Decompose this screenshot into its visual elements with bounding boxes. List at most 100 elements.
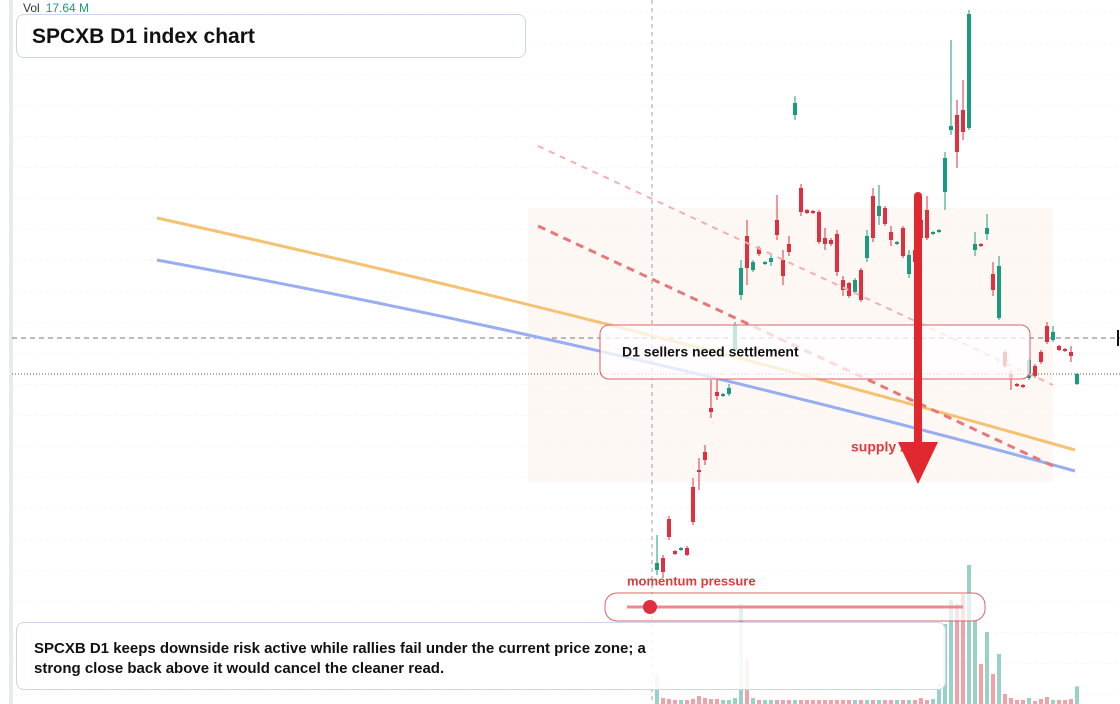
volume-bar <box>949 600 953 704</box>
candle-body <box>871 196 875 238</box>
candle-body <box>697 470 701 472</box>
candle-body <box>721 394 725 396</box>
volume-bar <box>697 696 701 704</box>
candle-body <box>925 210 929 238</box>
zone-label: D1 sellers need settlement <box>622 344 799 360</box>
volume-bar <box>1039 699 1043 704</box>
candle-body <box>961 110 965 132</box>
volume-bar <box>1057 700 1061 704</box>
candle-body <box>745 236 749 268</box>
candle-body <box>835 234 839 272</box>
volume-bar <box>727 700 731 704</box>
note: SPCXB D1 keeps downside risk active whil… <box>34 640 646 677</box>
volume-bar <box>835 700 839 704</box>
candle-body <box>1045 326 1049 342</box>
volume-bar <box>841 700 845 704</box>
volume-bar <box>865 700 869 704</box>
candle-body <box>655 563 659 570</box>
volume-bar <box>907 700 911 704</box>
candle-body <box>751 262 755 270</box>
volume-bar <box>751 698 755 704</box>
volume-value: 17.64 M <box>45 1 90 15</box>
candle-body <box>865 236 869 258</box>
volume-bar <box>811 700 815 704</box>
candle-body <box>955 115 959 152</box>
candle-body <box>949 126 953 130</box>
volume-bar <box>919 698 923 704</box>
candle-body <box>901 228 905 256</box>
volume-bar <box>925 700 929 704</box>
candle-body <box>1015 384 1019 386</box>
momentum-dot <box>643 600 657 614</box>
candle-body <box>1075 374 1079 384</box>
volume-bar <box>955 604 959 704</box>
candle-body <box>841 280 845 290</box>
volume-bar <box>691 699 695 704</box>
volume-bar <box>1021 700 1025 704</box>
candle-body <box>853 280 857 292</box>
candle-body <box>799 188 803 212</box>
volume-bar <box>817 700 821 704</box>
candle-body <box>709 408 713 412</box>
candle-body <box>1021 385 1025 387</box>
left-edge <box>9 0 13 704</box>
candle-body <box>691 487 695 522</box>
volume-bar <box>667 699 671 704</box>
candle-body <box>1039 352 1043 362</box>
candle-body <box>883 208 887 224</box>
candle-body <box>703 452 707 460</box>
volume-bar <box>871 700 875 704</box>
candle-body <box>775 220 779 235</box>
candle-body <box>673 551 677 554</box>
volume-bar <box>1033 701 1037 704</box>
volume-bar <box>823 700 827 704</box>
candle-body <box>931 232 935 234</box>
volume-bar <box>781 700 785 704</box>
candle-body <box>805 210 809 213</box>
momentum-label: momentum pressure <box>627 573 756 588</box>
volume-bar <box>799 700 803 704</box>
candle-body <box>793 103 797 115</box>
candle-body <box>1057 346 1061 350</box>
volume-bar <box>1009 698 1013 704</box>
volume-bar <box>997 654 1001 704</box>
volume-bar <box>961 594 965 704</box>
volume-bar <box>979 664 983 704</box>
volume-name: Vol <box>23 1 40 15</box>
volume-bar <box>937 684 941 704</box>
volume-bar <box>901 700 905 704</box>
volume-bar <box>805 700 809 704</box>
candle-body <box>979 244 983 246</box>
volume-bar <box>853 700 857 704</box>
volume-bar <box>721 700 725 704</box>
candle-body <box>739 268 743 295</box>
candle-body <box>781 260 785 276</box>
candle-body <box>997 266 1001 318</box>
chart-title: SPCXB D1 index chart <box>32 25 255 48</box>
volume-bar <box>769 700 773 704</box>
note-box: SPCXB D1 keeps downside risk active whil… <box>16 622 946 690</box>
volume-bar <box>877 700 881 704</box>
candle-body <box>895 242 899 244</box>
volume-bar <box>709 699 713 704</box>
candle-body <box>1069 352 1073 356</box>
candle-body <box>823 238 827 244</box>
volume-bar <box>1015 700 1019 704</box>
volume-bar <box>775 700 779 704</box>
candle-body <box>763 262 767 264</box>
volume-bar <box>967 565 971 704</box>
volume-legend: Vol 17.64 M <box>23 1 89 15</box>
volume-bar <box>895 700 899 704</box>
candle-body <box>985 228 989 234</box>
candle-body <box>661 558 665 572</box>
candle-body <box>859 270 863 300</box>
candle-body <box>685 548 689 555</box>
candle-body <box>847 283 851 296</box>
volume-bar <box>847 700 851 704</box>
candle-body <box>817 212 821 242</box>
volume-bar <box>715 699 719 704</box>
volume-bar <box>985 632 989 704</box>
volume-bar <box>1045 697 1049 704</box>
